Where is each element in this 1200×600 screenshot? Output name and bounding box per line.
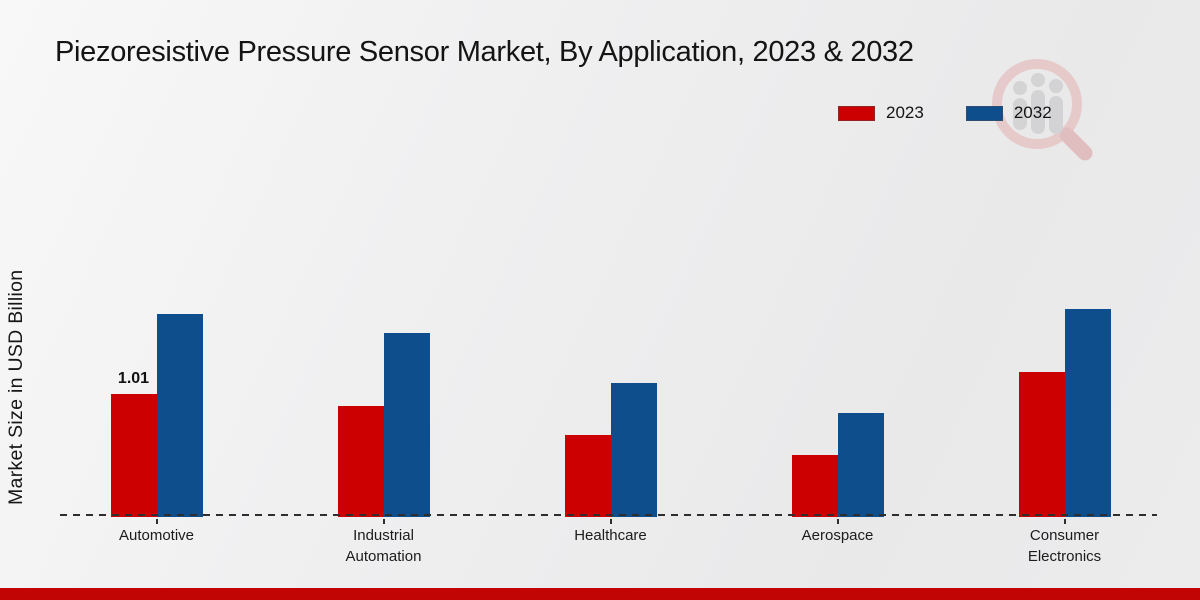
legend-label-2023: 2023 [886, 103, 924, 122]
bar-2023-healthcare [564, 435, 611, 517]
bar-group-automotive: 1.01 Automotive [43, 276, 270, 544]
x-axis-tick [836, 519, 839, 524]
legend-item-2023: 2023 [838, 103, 924, 123]
x-axis-tick [382, 519, 385, 524]
legend: 2023 2032 [838, 103, 1052, 123]
x-axis-tick [609, 519, 612, 524]
category-label-consumer-electronics: Consumer Electronics [1027, 527, 1102, 565]
bar-2032-industrial-automation [383, 333, 430, 517]
bar-group-industrial-automation: Industrial Automation [270, 276, 497, 565]
y-axis-label: Market Size in USD Billion [5, 269, 27, 505]
bar-2023-consumer-electronics [1018, 372, 1065, 517]
bar-2032-consumer-electronics [1064, 309, 1111, 517]
watermark-logo [992, 59, 1093, 161]
category-label-aerospace: Aerospace [801, 527, 874, 544]
legend-swatch-2032 [965, 105, 1003, 121]
bar-2023-aerospace [791, 455, 838, 517]
bar-2032-aerospace [837, 413, 884, 517]
legend-item-2032: 2032 [965, 103, 1052, 123]
category-label-automotive: Automotive [118, 527, 195, 544]
bar-groups: 1.01 Automotive Industrial Automation Healt… [43, 276, 1178, 565]
bar-group-aerospace: Aerospace [724, 276, 951, 544]
bar-2032-automotive [156, 314, 203, 517]
category-label-healthcare: Healthcare [574, 527, 647, 544]
footer-bar [0, 588, 1200, 600]
legend-label-2032: 2032 [1013, 103, 1052, 122]
bar-group-consumer-electronics: Consumer Electronics [951, 276, 1178, 565]
bar-2023-automotive [110, 394, 157, 517]
x-axis-tick [155, 519, 158, 524]
bar-2023-industrial-automation [337, 406, 384, 517]
x-axis-tick [1063, 519, 1066, 524]
bar-group-healthcare: Healthcare [497, 276, 724, 544]
bar-value-label: 1.01 [117, 370, 150, 387]
bar-2032-healthcare [610, 383, 657, 517]
chart-title: Piezoresistive Pressure Sensor Market, B… [55, 36, 914, 68]
category-label-industrial-automation: Industrial Automation [345, 527, 422, 565]
x-axis-baseline [60, 514, 1157, 516]
magnifier-icon [992, 59, 1093, 161]
legend-swatch-2023 [838, 105, 875, 121]
